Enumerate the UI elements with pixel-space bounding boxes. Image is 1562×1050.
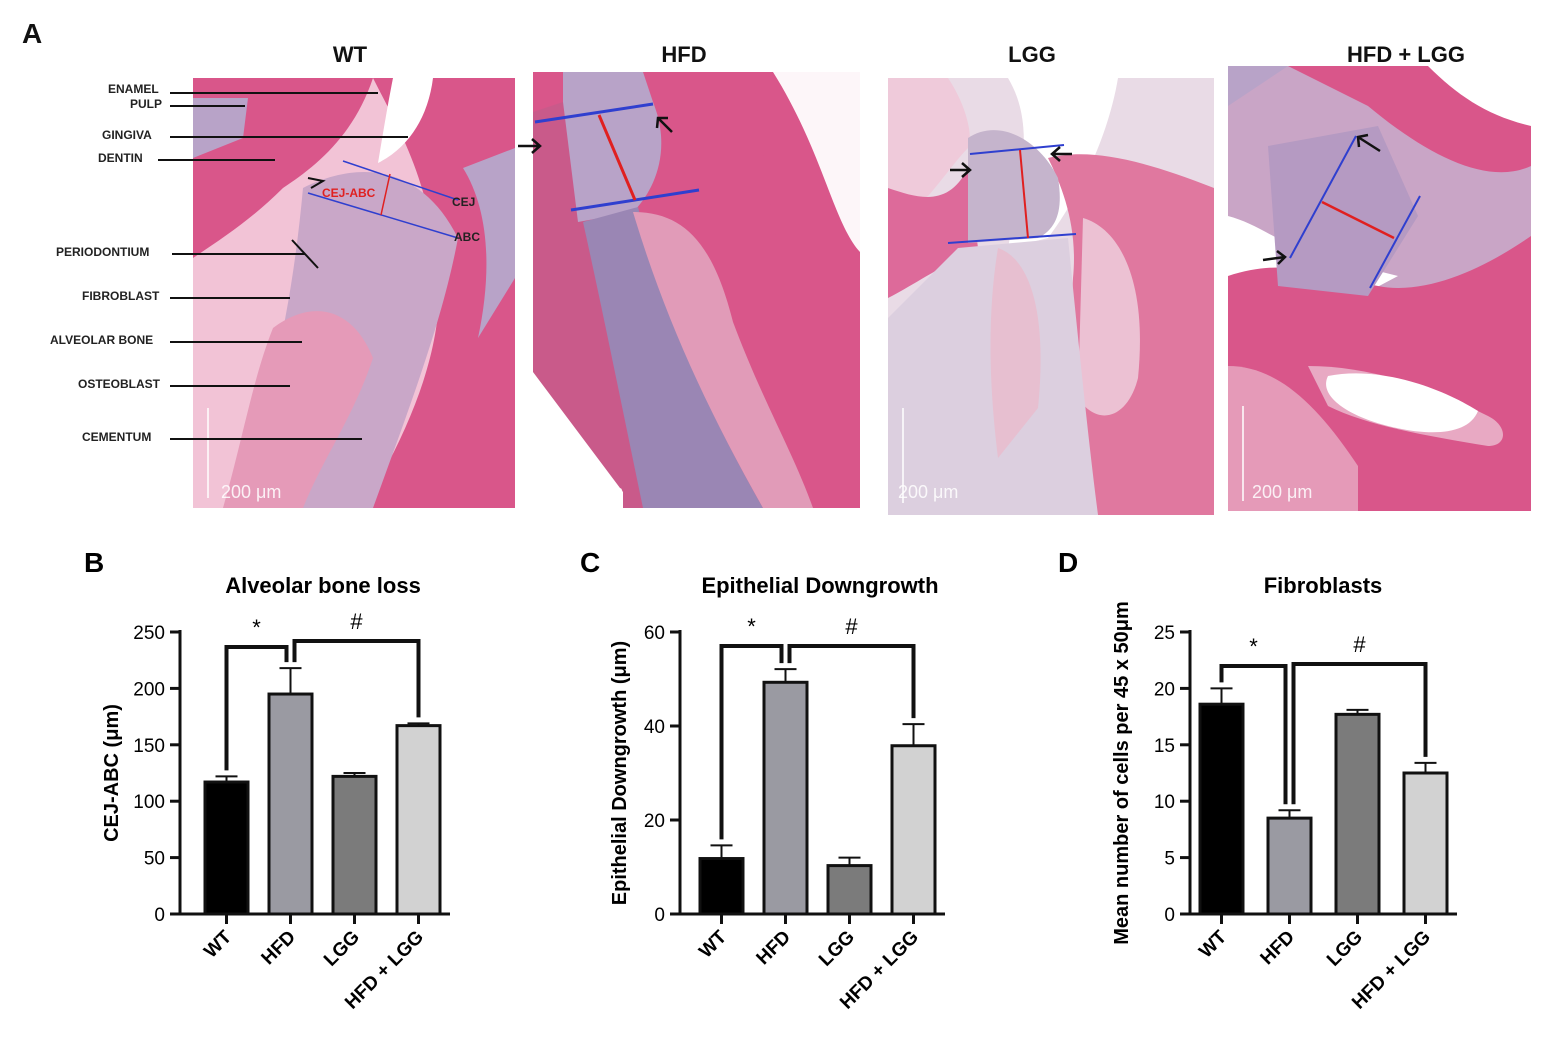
chart-c-significance-label: #	[845, 614, 858, 639]
chart-b-category-label: WT	[200, 926, 236, 962]
chart-d-category-label: WT	[1195, 926, 1231, 962]
scale-bar-label-lgg: 200 μm	[898, 482, 959, 502]
chart-d-y-tick-label: 15	[1154, 736, 1175, 757]
tissue-label-osteoblast: OSTEOBLAST	[78, 377, 161, 391]
tissue-label-fibroblast: FIBROBLAST	[82, 289, 160, 303]
label-cej-abc: CEJ-ABC	[322, 186, 376, 200]
tissue-label-cementum: CEMENTUM	[82, 430, 152, 444]
chart-c-significance-bracket	[719, 644, 784, 840]
tissue-leader-lines	[158, 92, 408, 440]
chart-c-category-label: LGG	[815, 927, 859, 971]
micrograph-hfd-lgg	[1228, 66, 1531, 511]
chart-b-significance-bracket	[224, 645, 289, 771]
chart-b-significance-label: *	[252, 615, 261, 640]
chart-b-bar	[203, 780, 250, 916]
micrograph-lgg	[888, 78, 1214, 515]
chart-b-y-tick-label: 100	[133, 792, 165, 813]
chart-b-category-label: LGG	[320, 927, 364, 971]
scale-bar-label-hfd: 200 μm	[563, 482, 624, 502]
chart-d-bar	[1334, 712, 1381, 916]
chart-b-category-label: HFD	[258, 927, 300, 969]
chart-d-bar	[1402, 771, 1449, 916]
chart-c-y-tick-label: 20	[644, 811, 665, 832]
chart-c-y-tick-label: 60	[644, 623, 665, 644]
chart-d-category-label: HFD	[1257, 927, 1299, 969]
tissue-label-gingiva: GINGIVA	[102, 128, 152, 142]
label-abc: ABC	[454, 230, 480, 244]
scale-bar-label-hfd-lgg: 200 μm	[1252, 482, 1313, 502]
chart-c-y-tick-label: 0	[654, 905, 665, 926]
arrow-icons-hfd	[518, 116, 673, 154]
chart-d-bar	[1266, 816, 1313, 916]
chart-d-significance-label: *	[1249, 634, 1258, 659]
chart-c-y-axis-label: Epithelial Downgrowth (μm)	[609, 641, 631, 905]
chart-d-y-tick-label: 10	[1154, 792, 1175, 813]
chart-c-bar	[890, 744, 937, 916]
chart-b-y-axis-label: CEJ-ABC (μm)	[101, 704, 123, 842]
chart-d-significance-bracket	[1219, 664, 1288, 805]
chart-d-significance-label: #	[1353, 632, 1366, 657]
panel-b-letter: B	[84, 547, 104, 578]
chart-b-significance-bracket	[292, 639, 421, 718]
chart-b-bar	[331, 774, 378, 916]
chart-d-bar	[1198, 702, 1245, 916]
chart-b-y-tick-label: 250	[133, 623, 165, 644]
chart-d-title: Fibroblasts	[1264, 573, 1383, 598]
chart-d-y-axis-label: Mean number of cells per 45 x 50μm	[1111, 601, 1133, 944]
chart-b-significance-label: #	[350, 609, 363, 634]
micrograph-title-wt: WT	[332, 42, 368, 67]
micrograph-title-lgg: LGG	[1008, 42, 1056, 67]
tissue-label-dentin: DENTIN	[98, 151, 143, 165]
arrow-icons-hfd-lgg	[1262, 133, 1381, 265]
chart-c-bar	[762, 680, 809, 916]
chart-c-title: Epithelial Downgrowth	[701, 573, 938, 598]
chart-b-bar	[267, 692, 314, 916]
panel-a-letter: A	[22, 18, 43, 49]
arrow-icons-lgg	[950, 146, 1072, 178]
scale-bar-label-wt: 200 μm	[221, 482, 282, 502]
chart-c-y-tick-label: 40	[644, 717, 665, 738]
chart-d-y-tick-label: 25	[1154, 623, 1175, 644]
chart-c-bar	[826, 864, 873, 916]
chart-d-y-tick-label: 20	[1154, 679, 1175, 700]
panel-c-letter: C	[580, 547, 600, 578]
chart-c-significance-label: *	[747, 614, 756, 639]
chart-d-category-label: LGG	[1323, 927, 1367, 971]
tissue-label-enamel: ENAMEL	[108, 82, 159, 96]
micrograph-title-hfd: HFD	[661, 42, 707, 67]
chart-c-significance-bracket	[787, 644, 916, 719]
chart-d-y-tick-label: 5	[1164, 849, 1175, 870]
chart-b-y-tick-label: 0	[154, 905, 165, 926]
chart-b-title: Alveolar bone loss	[225, 573, 421, 598]
chart-c-category-label: WT	[695, 926, 731, 962]
chart-c-bar	[698, 857, 745, 916]
chart-b-y-tick-label: 150	[133, 736, 165, 757]
chart-d-significance-bracket	[1291, 662, 1428, 805]
tissue-label-pulp: PULP	[130, 97, 163, 111]
micrograph-title-hfd-lgg: HFD + LGG	[1347, 42, 1465, 67]
chart-c-category-label: HFD	[753, 927, 795, 969]
chart-b-y-tick-label: 50	[144, 849, 165, 870]
tissue-label-alveolar-bone: ALVEOLAR BONE	[50, 333, 154, 347]
micrograph-wt	[193, 78, 515, 508]
chart-d-y-tick-label: 0	[1164, 905, 1175, 926]
chart-b-y-tick-label: 200	[133, 679, 165, 700]
tissue-label-periodontium: PERIODONTIUM	[56, 245, 150, 259]
label-cej: CEJ	[452, 195, 476, 209]
panel-d-letter: D	[1058, 547, 1078, 578]
micrograph-hfd	[533, 72, 860, 508]
chart-b-bar	[395, 724, 442, 916]
